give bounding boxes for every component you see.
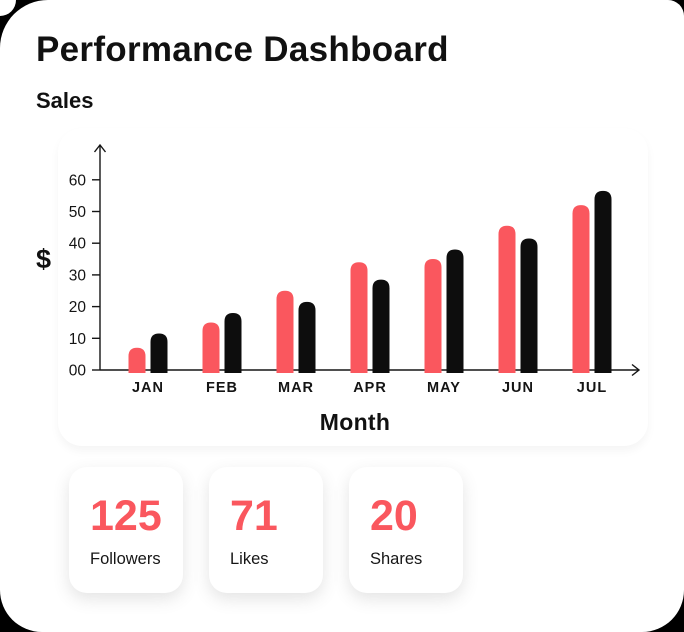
stat-card-shares: 20 Shares <box>345 467 463 599</box>
y-tick-label: 10 <box>69 331 87 348</box>
x-tick-label: JAN <box>132 380 164 396</box>
bar-series-black-jun <box>520 238 538 373</box>
x-tick-label: MAR <box>278 380 314 396</box>
y-axis-label: $ <box>36 244 52 274</box>
bar-series-black-feb <box>224 312 242 373</box>
shares-label: Shares <box>370 550 423 568</box>
stat-card-likes: 71 Likes <box>205 467 323 599</box>
followers-label: Followers <box>90 550 161 568</box>
likes-label: Likes <box>230 550 269 568</box>
shares-count: 20 <box>370 492 418 540</box>
x-tick-label: MAY <box>427 380 461 396</box>
x-axis-arrow-icon <box>631 363 641 377</box>
bar-series-pink-feb <box>202 322 220 373</box>
y-tick-label: 40 <box>69 236 87 253</box>
bar-series-black-jan <box>150 333 168 373</box>
x-tick-label: APR <box>353 380 387 396</box>
bar-series-black-may <box>446 249 464 373</box>
x-tick-label: JUN <box>502 380 534 396</box>
bar-series-pink-jan <box>128 347 146 373</box>
y-tick-label: 30 <box>69 267 87 284</box>
followers-count: 125 <box>90 492 162 540</box>
chart-title: Sales <box>36 88 94 113</box>
x-tick-label: JUL <box>577 380 607 396</box>
bar-series-pink-mar <box>276 290 294 373</box>
bar-series-pink-jul <box>572 205 590 373</box>
y-axis-arrow-icon <box>93 143 107 153</box>
y-tick-label: 00 <box>69 363 87 380</box>
page-title: Performance Dashboard <box>36 30 449 69</box>
likes-count: 71 <box>230 492 278 540</box>
bar-series-black-apr <box>372 279 390 373</box>
bar-series-pink-apr <box>350 262 368 373</box>
y-tick-label: 50 <box>69 204 87 221</box>
x-tick-label: FEB <box>206 380 238 396</box>
stats-row: 125 Followers 71 Likes 20 Shares <box>65 467 463 599</box>
bar-chart-canvas: 00 10 20 30 40 50 60 JAN FEB MAR APR MAY JUN JUL <box>69 143 641 396</box>
bar-series-black-jul <box>594 190 612 373</box>
bar-series-pink-may <box>424 259 442 373</box>
x-axis-label: Month <box>319 409 391 435</box>
bar-series-pink-jun <box>498 225 516 373</box>
stat-card-followers: 125 Followers <box>65 467 183 599</box>
y-tick-label: 60 <box>69 172 87 189</box>
y-tick-label: 20 <box>69 299 87 316</box>
bar-series-black-mar <box>298 301 316 373</box>
